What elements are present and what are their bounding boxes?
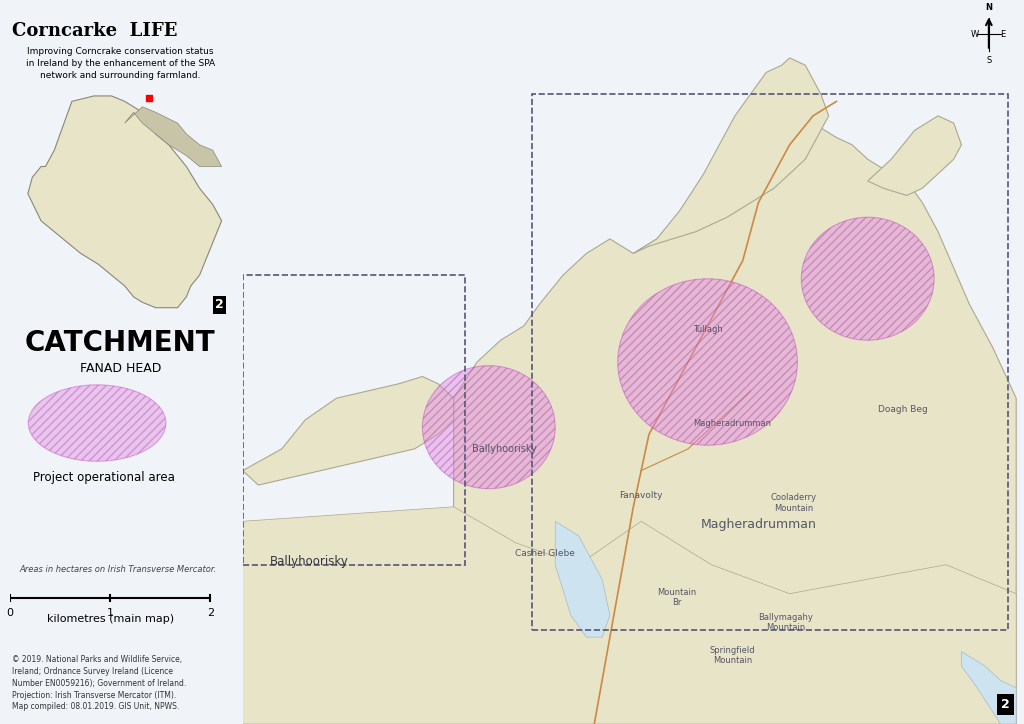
Text: 2: 2 [207, 607, 214, 618]
Polygon shape [28, 96, 221, 308]
Text: E: E [1000, 30, 1006, 38]
Text: Mountain
Br: Mountain Br [656, 588, 696, 607]
Text: Improving Corncrake conservation status
in Ireland by the enhancement of the SPA: Improving Corncrake conservation status … [26, 47, 215, 80]
Text: Corncarke  LIFE: Corncarke LIFE [12, 22, 177, 40]
Polygon shape [962, 652, 1016, 724]
Text: Ballyhoorisky: Ballyhoorisky [269, 555, 348, 568]
Text: Cooladerry
Mountain: Cooladerry Mountain [770, 494, 816, 513]
Text: S: S [986, 56, 991, 64]
Text: Magheradrumman: Magheradrumman [700, 518, 816, 531]
Circle shape [802, 217, 934, 340]
Text: Cashel Glebe: Cashel Glebe [515, 550, 575, 558]
Text: kilometres (main map): kilometres (main map) [47, 614, 174, 624]
Text: N: N [985, 4, 992, 12]
Text: 2: 2 [215, 298, 224, 311]
Text: 0: 0 [7, 607, 13, 618]
Polygon shape [867, 116, 962, 195]
Polygon shape [243, 507, 1016, 724]
Text: Areas in hectares on Irish Transverse Mercator.: Areas in hectares on Irish Transverse Me… [19, 565, 216, 573]
Text: Magheradrumman: Magheradrumman [693, 419, 771, 428]
Text: Doagh Beg: Doagh Beg [878, 405, 928, 413]
Text: Ballyhoorisky: Ballyhoorisky [472, 444, 537, 454]
Circle shape [422, 366, 555, 489]
Text: CATCHMENT: CATCHMENT [25, 329, 216, 358]
Text: FANAD HEAD: FANAD HEAD [80, 362, 161, 375]
Circle shape [617, 279, 798, 445]
Text: 2: 2 [1001, 698, 1010, 711]
Text: Project operational area: Project operational area [33, 471, 174, 484]
Polygon shape [555, 521, 610, 637]
Text: Tullagh: Tullagh [692, 325, 723, 334]
Text: Fanavolty: Fanavolty [620, 492, 663, 500]
Polygon shape [125, 106, 221, 167]
Text: Springfield
Mountain: Springfield Mountain [710, 646, 756, 665]
Polygon shape [633, 58, 828, 253]
Bar [243, 275, 465, 565]
Text: Ballymagahy
Mountain: Ballymagahy Mountain [758, 613, 813, 632]
Polygon shape [454, 109, 1016, 724]
Bar [531, 94, 1009, 630]
Text: © 2019. National Parks and Wildlife Service,
Ireland; Ordnance Survey Ireland (L: © 2019. National Parks and Wildlife Serv… [12, 655, 186, 712]
Text: 1: 1 [106, 607, 114, 618]
Text: W: W [971, 30, 979, 38]
Polygon shape [243, 376, 454, 485]
Circle shape [29, 385, 166, 461]
